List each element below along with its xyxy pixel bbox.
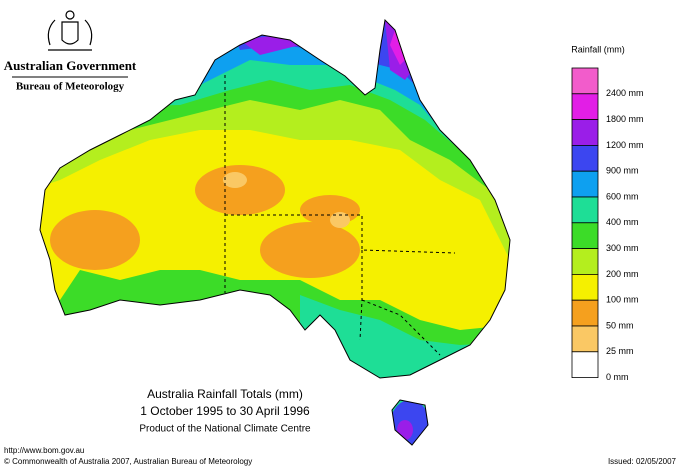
legend-swatch: [571, 196, 599, 224]
legend-swatch: [571, 325, 599, 353]
organisation: Australian Government: [4, 58, 137, 73]
coastline: [39, 18, 511, 446]
map-title: Australia Rainfall Totals (mm): [147, 387, 303, 401]
footer-copyright: © Commonwealth of Australia 2007, Austra…: [4, 457, 252, 466]
legend-swatch: [571, 144, 599, 172]
legend-label: 300 mm: [606, 243, 639, 253]
legend-label: 1800 mm: [606, 114, 644, 124]
legend-title: Rainfall (mm): [571, 44, 625, 54]
legend-swatch: [571, 273, 599, 301]
footer-issued: Issued: 02/05/2007: [608, 457, 677, 466]
legend-label: 200 mm: [606, 269, 639, 279]
legend-swatch: [571, 351, 599, 378]
legend-label: 50 mm: [606, 320, 634, 330]
legend-swatch: [571, 170, 599, 198]
legend-swatch: [571, 119, 599, 146]
legend-swatch: [571, 222, 599, 250]
legend-label: 900 mm: [606, 166, 639, 176]
legend-swatch: [571, 93, 599, 121]
legend-label: 600 mm: [606, 191, 639, 201]
legend-swatch: [571, 67, 599, 95]
map-period: 1 October 1995 to 30 April 1996: [140, 404, 310, 418]
legend-label: 400 mm: [606, 217, 639, 227]
legend-swatch: [571, 248, 599, 275]
coat-of-arms: [47, 10, 93, 51]
legend-label: 0 mm: [606, 372, 629, 382]
legend-swatch: [571, 299, 599, 327]
legend-label: 1200 mm: [606, 140, 644, 150]
department: Bureau of Meteorology: [16, 81, 125, 93]
map-credit: Product of the National Climate Centre: [139, 424, 311, 435]
footer-url: http://www.bom.gov.au: [4, 446, 84, 455]
legend-label: 2400 mm: [606, 88, 644, 98]
legend-label: 100 mm: [606, 295, 639, 305]
legend: 2400 mm 1800 mm 1200 mm 900 mm 600 mm 400 mm 3…: [571, 67, 644, 382]
legend-label: 25 mm: [606, 346, 634, 356]
state-borders: [224, 75, 456, 356]
